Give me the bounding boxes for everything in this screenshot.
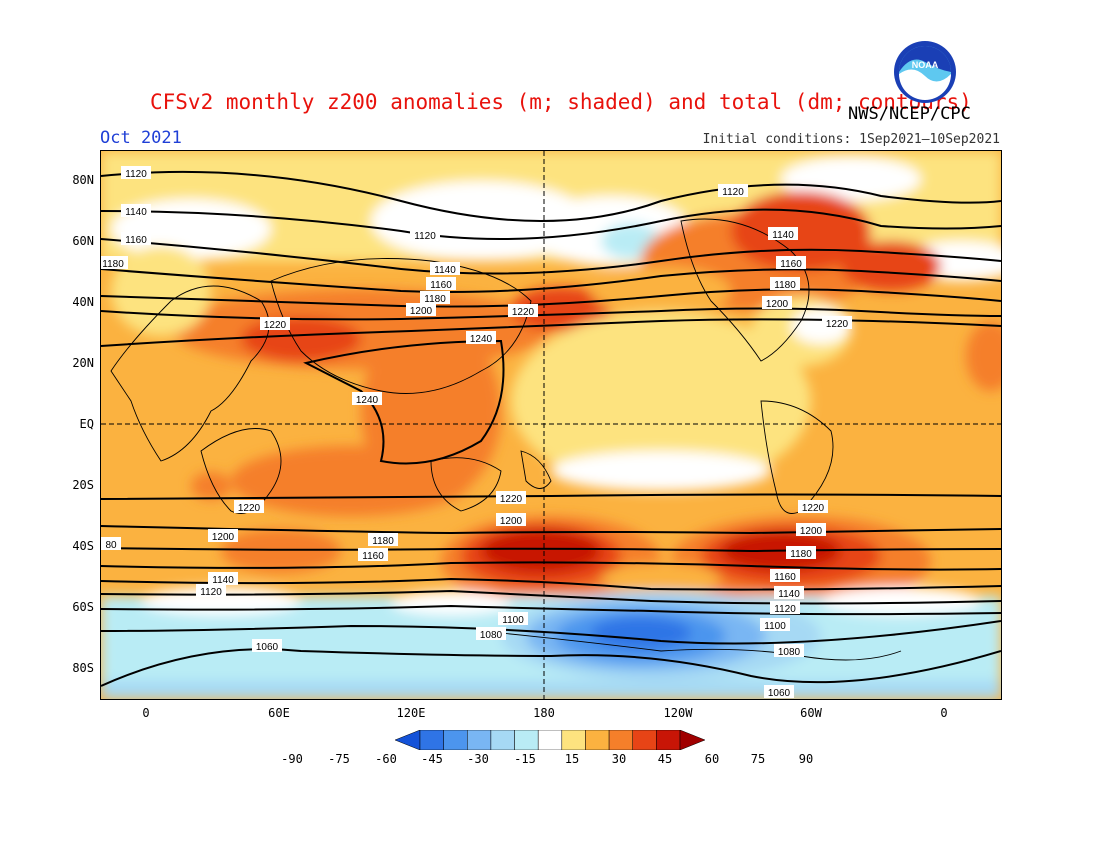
svg-text:1140: 1140: [778, 589, 800, 600]
lon-label: 180: [533, 706, 555, 720]
svg-text:1200: 1200: [800, 526, 823, 537]
colorbar-label: -60: [375, 752, 397, 766]
noaa-logo-icon: NOAA: [894, 41, 956, 103]
svg-text:1160: 1160: [780, 259, 802, 270]
svg-text:1120: 1120: [414, 231, 436, 242]
svg-text:1180: 1180: [774, 280, 796, 291]
colorbar-segment: [443, 730, 468, 750]
svg-text:1220: 1220: [238, 503, 261, 514]
map-title: CFSv2 monthly z200 anomalies (m; shaded)…: [150, 90, 972, 114]
colorbar-segment: [514, 730, 539, 750]
svg-text:1060: 1060: [768, 688, 791, 699]
lon-label: 60W: [800, 706, 822, 720]
svg-text:1140: 1140: [772, 230, 794, 241]
svg-text:1220: 1220: [500, 494, 523, 505]
lat-label: 80S: [72, 661, 94, 675]
agency-label: NWS/NCEP/CPC: [848, 104, 971, 124]
lat-label: 20S: [72, 478, 94, 492]
svg-text:1080: 1080: [778, 647, 801, 658]
svg-text:1220: 1220: [826, 319, 849, 330]
colorbar-label: -75: [328, 752, 350, 766]
colorbar-segment: [490, 730, 515, 750]
lat-label: 60N: [72, 234, 94, 248]
colorbar-segment: [608, 730, 633, 750]
svg-text:1200: 1200: [500, 516, 523, 527]
lon-label: 120E: [396, 706, 426, 720]
colorbar-arrow-high: [679, 730, 706, 750]
colorbar-segment: [585, 730, 610, 750]
svg-text:1140: 1140: [434, 265, 456, 276]
lat-label: EQ: [79, 417, 94, 431]
lon-label: 0: [142, 706, 150, 720]
colorbar-segment: [419, 730, 444, 750]
coastlines: [110, 218, 902, 661]
svg-text:1140: 1140: [212, 575, 234, 586]
lat-label: 40S: [72, 539, 94, 553]
colorbar-label: -90: [281, 752, 303, 766]
lat-label: 60S: [72, 600, 94, 614]
svg-text:1160: 1160: [362, 551, 384, 562]
colorbar-segment: [632, 730, 657, 750]
height-contours: [101, 170, 1001, 687]
svg-text:1060: 1060: [256, 642, 279, 653]
svg-text:1100: 1100: [502, 615, 524, 626]
colorbar-segment: [561, 730, 586, 750]
colorbar-label: -15: [514, 752, 536, 766]
svg-text:1220: 1220: [802, 503, 825, 514]
svg-text:1180: 1180: [424, 294, 446, 305]
lat-label: 80N: [72, 173, 94, 187]
svg-text:1100: 1100: [764, 621, 786, 632]
svg-text:1140: 1140: [125, 207, 147, 218]
initial-conditions: Initial conditions: 1Sep2021–10Sep2021: [702, 132, 1000, 147]
svg-text:1240: 1240: [470, 334, 493, 345]
svg-text:1120: 1120: [722, 187, 744, 198]
svg-text:1160: 1160: [125, 235, 147, 246]
colorbar-label: 45: [657, 752, 673, 766]
svg-text:1180: 1180: [372, 536, 394, 547]
svg-text:1160: 1160: [430, 280, 452, 291]
svg-text:1180: 1180: [790, 549, 812, 560]
colorbar: [394, 730, 706, 750]
lon-label: 60E: [268, 706, 290, 720]
svg-text:1120: 1120: [200, 587, 222, 598]
colorbar-segment: [467, 730, 492, 750]
svg-text:80: 80: [105, 540, 117, 551]
svg-text:1220: 1220: [264, 320, 287, 331]
svg-text:1120: 1120: [774, 604, 796, 615]
lat-label: 40N: [72, 295, 94, 309]
colorbar-label: 90: [798, 752, 814, 766]
colorbar-label: 60: [704, 752, 720, 766]
colorbar-label: -45: [421, 752, 443, 766]
svg-text:1200: 1200: [212, 532, 235, 543]
colorbar-segment: [656, 730, 681, 750]
svg-text:1200: 1200: [766, 299, 789, 310]
svg-text:1240: 1240: [356, 395, 379, 406]
svg-text:1180: 1180: [102, 259, 124, 270]
lat-label: 20N: [72, 356, 94, 370]
svg-text:1200: 1200: [410, 306, 433, 317]
map-plot: 1120 1140 1160 1180 1120 1140 1160 1180 …: [100, 150, 1002, 700]
svg-text:1080: 1080: [480, 630, 503, 641]
colorbar-label: -30: [467, 752, 489, 766]
forecast-period: Oct 2021: [100, 128, 182, 148]
svg-text:NOAA: NOAA: [912, 60, 939, 70]
svg-text:1160: 1160: [774, 572, 796, 583]
contour-labels: 1120 1140 1160 1180 1120 1140 1160 1180 …: [101, 166, 852, 699]
colorbar-label: 75: [750, 752, 766, 766]
svg-text:1120: 1120: [125, 169, 147, 180]
lon-label: 0: [940, 706, 948, 720]
colorbar-arrow-low: [394, 730, 421, 750]
lon-label: 120W: [663, 706, 693, 720]
colorbar-label: 15: [564, 752, 580, 766]
svg-text:1220: 1220: [512, 307, 535, 318]
colorbar-segment: [537, 730, 563, 750]
colorbar-label: 30: [611, 752, 627, 766]
